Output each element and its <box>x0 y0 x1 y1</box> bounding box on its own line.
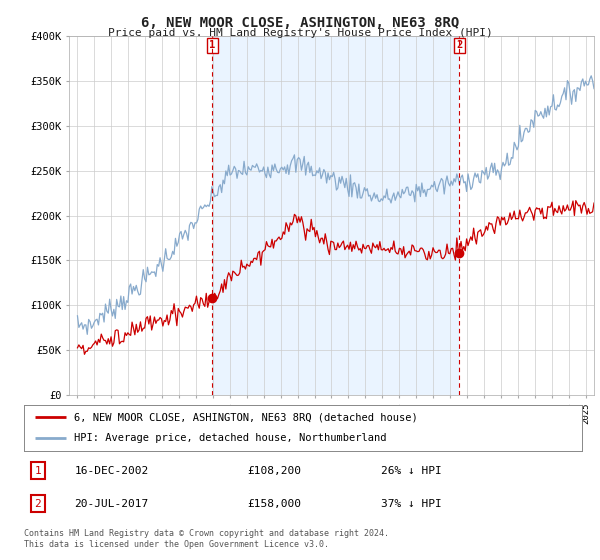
Text: £158,000: £158,000 <box>247 499 301 508</box>
Text: 2: 2 <box>456 40 463 50</box>
Text: HPI: Average price, detached house, Northumberland: HPI: Average price, detached house, Nort… <box>74 433 387 444</box>
Text: Price paid vs. HM Land Registry's House Price Index (HPI): Price paid vs. HM Land Registry's House … <box>107 28 493 38</box>
Text: 37% ↓ HPI: 37% ↓ HPI <box>381 499 442 508</box>
Text: 6, NEW MOOR CLOSE, ASHINGTON, NE63 8RQ: 6, NEW MOOR CLOSE, ASHINGTON, NE63 8RQ <box>141 16 459 30</box>
Text: 16-DEC-2002: 16-DEC-2002 <box>74 466 148 476</box>
Text: 1: 1 <box>209 40 215 50</box>
Text: 20-JUL-2017: 20-JUL-2017 <box>74 499 148 508</box>
Text: £108,200: £108,200 <box>247 466 301 476</box>
Text: 2: 2 <box>35 499 41 508</box>
Text: Contains HM Land Registry data © Crown copyright and database right 2024.
This d: Contains HM Land Registry data © Crown c… <box>24 529 389 549</box>
Bar <box>212 36 460 395</box>
Text: 6, NEW MOOR CLOSE, ASHINGTON, NE63 8RQ (detached house): 6, NEW MOOR CLOSE, ASHINGTON, NE63 8RQ (… <box>74 412 418 422</box>
Text: 26% ↓ HPI: 26% ↓ HPI <box>381 466 442 476</box>
Text: 1: 1 <box>35 466 41 476</box>
